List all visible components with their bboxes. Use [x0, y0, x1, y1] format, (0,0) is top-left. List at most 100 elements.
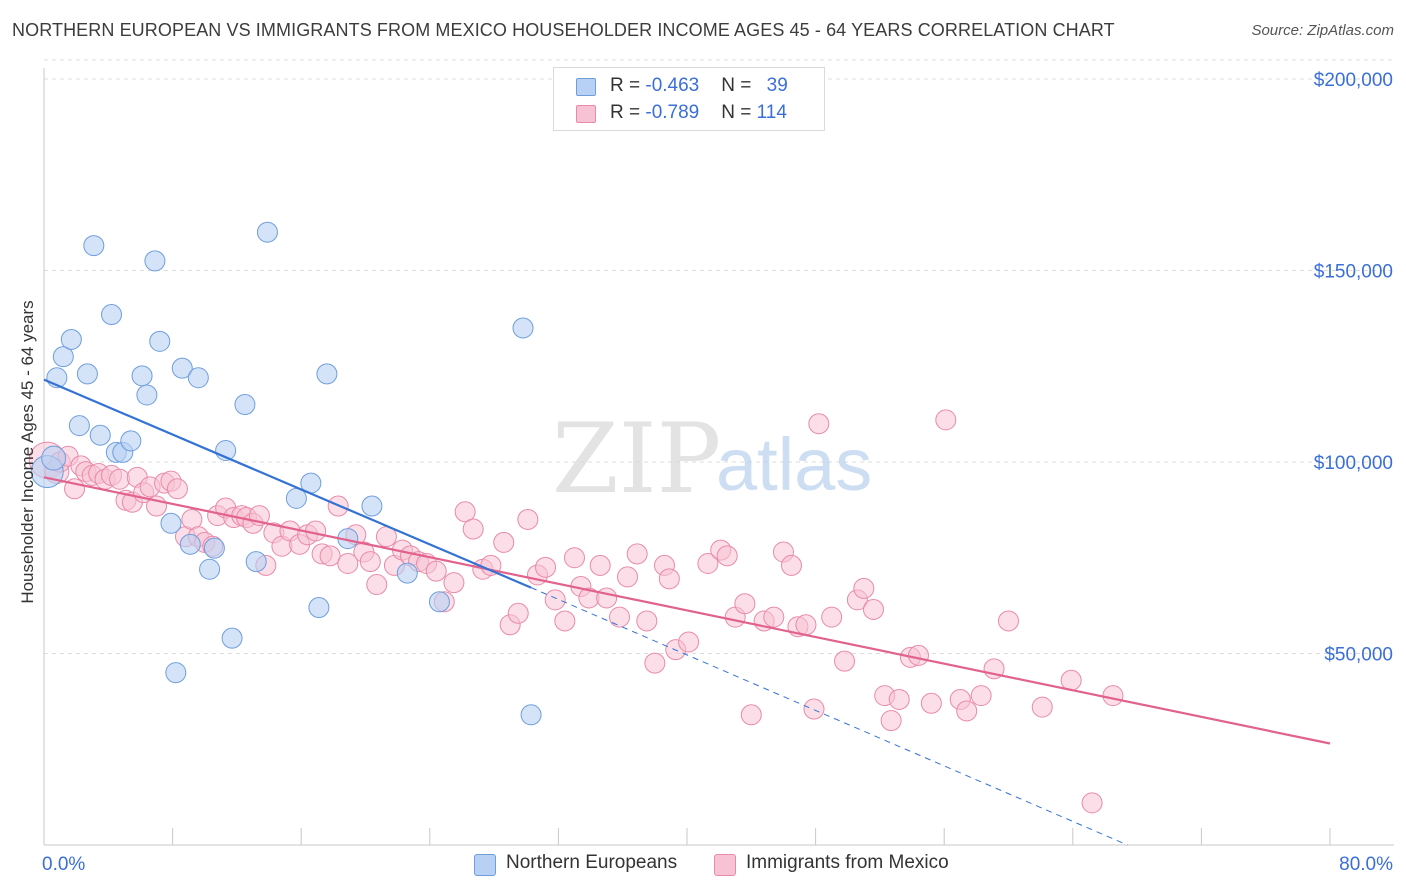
- data-point-immigrants-from-mexico: [920, 692, 942, 714]
- data-point-immigrants-from-mexico: [544, 589, 566, 611]
- chart-source: Source: ZipAtlas.com: [1251, 22, 1394, 39]
- data-point-immigrants-from-mexico: [834, 650, 856, 672]
- data-point-immigrants-from-mexico: [443, 572, 465, 594]
- data-point-northern-europeans: [76, 363, 98, 385]
- data-point-immigrants-from-mexico: [596, 587, 618, 609]
- legend-text-northern: R = -0.463 N = 39: [610, 75, 788, 97]
- data-point-immigrants-from-mexico: [517, 508, 539, 530]
- y-tick-label: $200,000: [1314, 70, 1393, 91]
- data-point-immigrants-from-mexico: [493, 531, 515, 553]
- y-axis-label-wrap: Householder Income Ages 45 - 64 years: [6, 0, 50, 892]
- data-point-immigrants-from-mexico: [166, 478, 188, 500]
- data-point-northern-europeans: [131, 365, 153, 387]
- data-point-northern-europeans: [41, 445, 67, 471]
- data-point-immigrants-from-mexico: [697, 552, 719, 574]
- data-point-northern-europeans: [187, 367, 209, 389]
- data-point-northern-europeans: [316, 363, 338, 385]
- trend-lines: [43, 378, 1331, 846]
- data-point-immigrants-from-mexico: [319, 545, 341, 567]
- data-point-northern-europeans: [221, 627, 243, 649]
- data-point-immigrants-from-mexico: [626, 543, 648, 565]
- data-point-northern-europeans: [361, 495, 383, 517]
- data-point-immigrants-from-mexico: [563, 547, 585, 569]
- data-point-immigrants-from-mexico: [1102, 685, 1124, 707]
- data-point-northern-europeans: [234, 394, 256, 416]
- data-point-northern-europeans: [52, 346, 74, 368]
- y-tick-label: $150,000: [1314, 262, 1393, 283]
- data-point-northern-europeans: [396, 562, 418, 584]
- data-point-immigrants-from-mexico: [589, 554, 611, 576]
- data-point-immigrants-from-mexico: [880, 710, 902, 732]
- data-point-northern-europeans: [136, 384, 158, 406]
- data-point-northern-europeans: [120, 430, 142, 452]
- data-point-immigrants-from-mexico: [763, 606, 785, 628]
- data-point-immigrants-from-mexico: [454, 501, 476, 523]
- data-point-immigrants-from-mexico: [305, 520, 327, 542]
- data-point-immigrants-from-mexico: [425, 560, 447, 582]
- data-point-immigrants-from-mexico: [734, 593, 756, 615]
- data-point-northern-europeans: [101, 304, 123, 326]
- legend-r-label: R =: [610, 102, 646, 123]
- data-point-immigrants-from-mexico: [366, 574, 388, 596]
- data-point-northern-europeans: [89, 424, 111, 446]
- data-point-immigrants-from-mexico: [970, 685, 992, 707]
- data-point-northern-europeans: [160, 512, 182, 534]
- data-point-northern-europeans: [60, 328, 82, 350]
- data-point-northern-europeans: [149, 330, 171, 352]
- legend-r-value: -0.789: [645, 102, 700, 123]
- legend-r-value: -0.463: [645, 75, 700, 96]
- data-point-immigrants-from-mexico: [808, 413, 830, 435]
- x-tick-label: 0.0%: [42, 854, 85, 875]
- legend-n-value: 39: [766, 75, 788, 96]
- data-point-northern-europeans: [68, 415, 90, 437]
- data-point-immigrants-from-mexico: [821, 606, 843, 628]
- data-point-immigrants-from-mexico: [535, 556, 557, 578]
- data-point-northern-europeans: [203, 537, 225, 559]
- data-point-northern-europeans: [512, 317, 534, 339]
- data-point-immigrants-from-mexico: [803, 698, 825, 720]
- data-point-immigrants-from-mexico: [608, 606, 630, 628]
- data-point-immigrants-from-mexico: [998, 610, 1019, 632]
- y-tick-label: $100,000: [1314, 453, 1393, 474]
- y-tick-label: $50,000: [1324, 645, 1393, 666]
- trend-line-immigrants-from-mexico: [43, 476, 1331, 745]
- legend-swatch-northern-europeans: [474, 854, 496, 876]
- data-point-immigrants-from-mexico: [636, 610, 658, 632]
- data-point-immigrants-from-mexico: [554, 610, 576, 632]
- legend-swatch-northern: [576, 78, 596, 96]
- data-point-immigrants-from-mexico: [507, 602, 529, 624]
- series-legend: Northern Europeans Immigrants from Mexic…: [0, 852, 1406, 878]
- data-point-immigrants-from-mexico: [956, 700, 978, 722]
- watermark-zip: ZIP: [552, 403, 721, 515]
- data-point-immigrants-from-mexico: [740, 704, 762, 726]
- data-point-immigrants-from-mexico: [1081, 792, 1103, 814]
- watermark: ZIP atlas: [552, 403, 872, 515]
- data-point-immigrants-from-mexico: [862, 598, 884, 620]
- data-point-immigrants-from-mexico: [678, 631, 700, 653]
- data-point-northern-europeans: [245, 551, 267, 573]
- legend-label-immigrants-from-mexico: Immigrants from Mexico: [746, 852, 949, 873]
- data-point-immigrants-from-mexico: [337, 552, 359, 574]
- tick-labels: $50,000 $100,000 $150,000 $200,000 0.0% 80.0%: [42, 70, 1393, 875]
- data-point-northern-europeans: [308, 597, 330, 619]
- data-point-immigrants-from-mexico: [935, 409, 957, 431]
- data-point-immigrants-from-mexico: [853, 577, 875, 599]
- chart-title: NORTHERN EUROPEAN VS IMMIGRANTS FROM MEX…: [12, 20, 1115, 40]
- data-point-northern-europeans: [165, 662, 187, 684]
- data-point-northern-europeans: [428, 591, 450, 613]
- data-point-immigrants-from-mexico: [888, 688, 910, 710]
- legend-n-value: 114: [756, 102, 787, 123]
- legend-swatch-mexico: [576, 105, 596, 123]
- legend-label-northern-europeans: Northern Europeans: [506, 852, 678, 873]
- data-point-immigrants-from-mexico: [359, 551, 381, 573]
- data-point-northern-europeans: [520, 704, 542, 726]
- trend-extension-northern-europeans: [530, 587, 1128, 846]
- data-point-northern-europeans: [144, 250, 166, 272]
- y-axis-label: Householder Income Ages 45 - 64 years: [18, 300, 37, 604]
- data-point-northern-europeans: [256, 221, 278, 243]
- data-point-immigrants-from-mexico: [907, 644, 929, 666]
- data-point-immigrants-from-mexico: [462, 518, 484, 540]
- data-point-immigrants-from-mexico: [795, 614, 817, 636]
- data-point-northern-europeans: [83, 235, 105, 257]
